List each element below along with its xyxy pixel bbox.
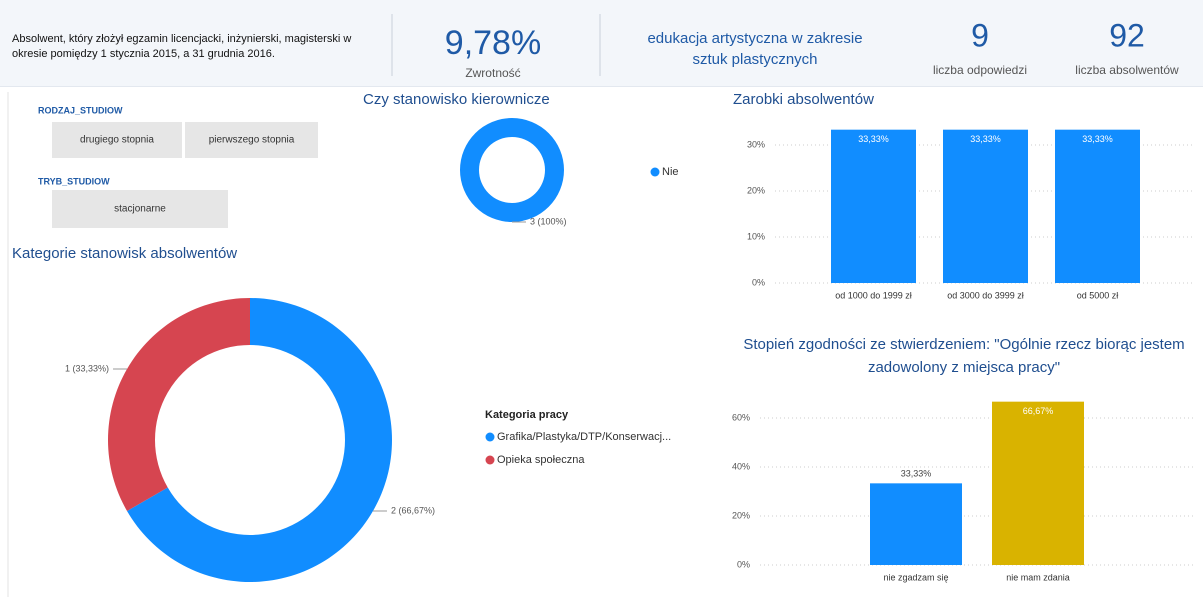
y-tick-label: 0% <box>752 277 765 287</box>
y-tick-label: 60% <box>732 412 750 422</box>
data-label: 1 (33,33%) <box>65 363 109 373</box>
y-tick-label: 40% <box>732 461 750 471</box>
x-tick-label: nie mam zdania <box>1006 572 1070 582</box>
x-tick-label: od 3000 do 3999 zł <box>947 290 1024 300</box>
y-tick-label: 20% <box>747 185 765 195</box>
slicer-title: TRYB_STUDIOW <box>38 176 110 186</box>
data-label: 33,33% <box>858 134 889 144</box>
data-label: 3 (100%) <box>530 216 567 226</box>
chart-title: Stopień zgodności ze stwierdzeniem: "Ogó… <box>743 336 1185 376</box>
data-label: 66,67% <box>1023 406 1054 416</box>
y-tick-label: 10% <box>747 231 765 241</box>
slicer-button[interactable] <box>52 122 182 158</box>
slicer-option[interactable]: stacjonarne <box>114 204 166 215</box>
bar <box>831 129 916 283</box>
data-label: 33,33% <box>901 469 932 479</box>
legend-swatch <box>650 167 660 177</box>
bar <box>1055 129 1140 283</box>
slicer-option[interactable]: drugiego stopnia <box>80 135 154 146</box>
responses-label: liczba odpowiedzi <box>933 63 1027 77</box>
data-label: 2 (66,67%) <box>391 505 435 515</box>
y-tick-label: 30% <box>747 139 765 149</box>
data-label: 33,33% <box>970 134 1001 144</box>
slicer-button[interactable] <box>52 190 228 228</box>
legend-label: Grafika/Plastyka/DTP/Konserwacj... <box>497 431 671 443</box>
slicer-button[interactable] <box>185 122 318 158</box>
responses-value: 9 <box>971 17 989 53</box>
legend-swatch <box>485 455 495 465</box>
slicer-option[interactable]: pierwszego stopnia <box>209 135 295 146</box>
donut-slice <box>460 118 564 222</box>
graduates-label: liczba absolwentów <box>1075 63 1179 77</box>
chart-title: Czy stanowisko kierownicze <box>363 91 550 108</box>
bar <box>992 401 1084 565</box>
slicer-title: RODZAJ_STUDIOW <box>38 105 123 115</box>
x-tick-label: od 5000 zł <box>1077 290 1119 300</box>
legend-label: Opieka społeczna <box>497 454 585 466</box>
x-tick-label: nie zgadzam się <box>883 572 948 582</box>
chart-title: Kategorie stanowisk absolwentów <box>12 245 237 262</box>
legend-title: Kategoria pracy <box>485 409 569 421</box>
legend-label: Nie <box>662 166 679 178</box>
bar <box>943 129 1028 283</box>
legend-swatch <box>485 432 495 442</box>
donut-slice <box>108 298 250 511</box>
graduates-value: 92 <box>1109 17 1145 53</box>
y-tick-label: 0% <box>737 559 750 569</box>
kpi-label: Zwrotność <box>465 66 520 80</box>
field-name: edukacja artystyczna w zakresie sztuk pl… <box>647 30 863 68</box>
y-tick-label: 20% <box>732 510 750 520</box>
kpi-value: 9,78% <box>445 24 541 62</box>
donut-slice <box>127 298 392 582</box>
description: Absolwent, który złożył egzamin licencja… <box>12 33 352 60</box>
bar <box>870 483 962 565</box>
data-label: 33,33% <box>1082 134 1113 144</box>
header <box>0 0 1203 87</box>
chart-title: Zarobki absolwentów <box>733 91 874 108</box>
x-tick-label: od 1000 do 1999 zł <box>835 290 912 300</box>
